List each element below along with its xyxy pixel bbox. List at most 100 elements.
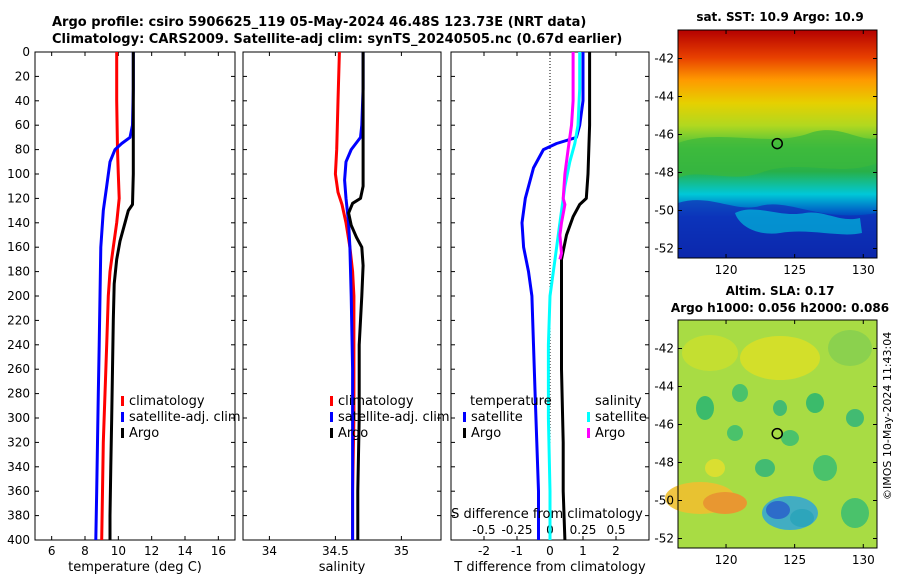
y-tick-label: 120 [7, 191, 30, 205]
legend-label-argo: Argo [338, 426, 368, 441]
y-tick-label: 40 [15, 94, 30, 108]
y-tick-label: 160 [7, 240, 30, 254]
sla-map-frame [677, 319, 878, 549]
legend-swatch-satellite [121, 412, 124, 422]
plot-frame [242, 51, 442, 541]
temperature-panel: 0 20 40 60 80 100 120 140 160 180 200 220 240 260 280 3… [7, 45, 236, 575]
legend-label-climatology: climatology [338, 394, 414, 409]
legend-label-satellite: satellite-adj. clim [338, 410, 450, 425]
lon-tick-label: 125 [783, 553, 806, 567]
lat-tick-label: -42 [654, 342, 674, 356]
x-tick-label: 12 [144, 544, 159, 558]
temperature-legend: climatology satellite-adj. clim Argo [121, 394, 241, 441]
lon-tick-label: 130 [852, 263, 875, 277]
y-tick-label: 80 [15, 143, 30, 157]
x-tick-label: 34.5 [322, 544, 349, 558]
sst-map-title: sat. SST: 10.9 Argo: 10.9 [696, 10, 864, 24]
series-line-climatology [100, 52, 121, 541]
s-diff-tick-label: 0.25 [570, 523, 597, 537]
x-tick-label: 10 [111, 544, 126, 558]
y-tick-label: 260 [7, 362, 30, 376]
legend-swatch-s-argo [587, 428, 590, 438]
y-tick-label: 200 [7, 289, 30, 303]
lat-tick-label: -42 [654, 52, 674, 66]
salinity-legend: climatology satellite-adj. clim Argo [330, 394, 450, 441]
imos-timestamp: ©IMOS 10-May-2024 11:43:04 [881, 331, 894, 500]
x-tick-label: 16 [211, 544, 226, 558]
lon-tick-label: 130 [852, 553, 875, 567]
title-line-1: Argo profile: csiro 5906625_119 05-May-2… [52, 15, 587, 30]
lat-tick-label: -48 [654, 456, 674, 470]
legend-header-temperature: temperature [470, 394, 552, 409]
legend-swatch-t-satellite [463, 412, 466, 422]
lat-tick-label: -44 [654, 380, 674, 394]
difference-legend: temperature satellite Argo salinity sate… [463, 394, 647, 441]
legend-swatch-t-argo [463, 428, 466, 438]
y-tick-label: 280 [7, 387, 30, 401]
lat-tick-label: -48 [654, 166, 674, 180]
legend-label-s-argo: Argo [595, 426, 625, 441]
y-tick-label: 400 [7, 533, 30, 547]
legend-swatch-argo [330, 428, 333, 438]
plot-frame [34, 51, 236, 541]
sst-cyan-front [735, 209, 862, 235]
sla-map-title-1: Altim. SLA: 0.17 [725, 284, 835, 298]
sla-map-title-2: Argo h1000: 0.056 h2000: 0.086 [670, 301, 890, 315]
series-line-t-argo [560, 52, 592, 541]
y-tick-label: 380 [7, 509, 30, 523]
sla-argo-location-marker [771, 427, 783, 440]
legend-swatch-climatology [330, 396, 333, 406]
y-tick-label: 360 [7, 484, 30, 498]
sst-map: -42 -44 -46 -48 -50 -52 120 125 130 [654, 29, 878, 277]
series-line-argo [347, 52, 365, 540]
legend-swatch-argo [121, 428, 124, 438]
series-line-s-satellite [546, 52, 582, 540]
y-tick-label: 220 [7, 313, 30, 327]
lon-tick-label: 120 [715, 553, 738, 567]
lon-tick-label: 120 [715, 263, 738, 277]
s-diff-axis-label: S difference from climatology [451, 507, 643, 522]
series-line-satellite-adj-clim [343, 52, 365, 540]
lat-tick-label: -52 [654, 532, 674, 546]
sst-green-band [678, 130, 877, 178]
y-tick-label: 180 [7, 265, 30, 279]
sst-argo-location-marker [771, 137, 783, 150]
y-tick-label: 300 [7, 411, 30, 425]
legend-swatch-s-satellite [587, 412, 590, 422]
s-diff-tick-label: -0.25 [501, 523, 532, 537]
sla-map: -42 -44 -46 -48 -50 -52 120 125 130 [654, 319, 878, 567]
x-tick-label: -2 [478, 544, 490, 558]
x-tick-label: 14 [177, 544, 192, 558]
legend-label-argo: Argo [129, 426, 159, 441]
title-line-2: Climatology: CARS2009. Satellite-adj cli… [52, 32, 623, 47]
lat-tick-label: -50 [654, 204, 674, 218]
x-axis-label: T difference from climatology [453, 560, 646, 575]
lat-tick-label: -46 [654, 418, 674, 432]
y-tick-label: 320 [7, 435, 30, 449]
x-tick-label: 8 [81, 544, 89, 558]
lon-tick-label: 125 [783, 263, 806, 277]
lat-tick-label: -46 [654, 128, 674, 142]
series-line-satellite-adj-clim [94, 52, 135, 541]
y-tick-label: 0 [22, 45, 30, 59]
legend-header-salinity: salinity [595, 394, 642, 409]
x-tick-label: 0 [546, 544, 554, 558]
y-tick-label: 60 [15, 118, 30, 132]
y-tick-label: 240 [7, 338, 30, 352]
x-tick-label: -1 [511, 544, 523, 558]
lat-tick-label: -50 [654, 494, 674, 508]
lat-tick-label: -52 [654, 242, 674, 256]
legend-label-s-satellite: satellite [595, 410, 647, 425]
legend-label-t-argo: Argo [471, 426, 501, 441]
legend-label-climatology: climatology [129, 394, 205, 409]
x-axis-label: salinity [319, 560, 366, 575]
sst-map-frame [677, 29, 878, 259]
x-tick-label: 34 [262, 544, 277, 558]
legend-label-satellite: satellite-adj. clim [129, 410, 241, 425]
y-tick-label: 140 [7, 216, 30, 230]
series-line-argo [108, 52, 135, 540]
y-tick-label: 340 [7, 460, 30, 474]
y-tick-label: 20 [15, 69, 30, 83]
